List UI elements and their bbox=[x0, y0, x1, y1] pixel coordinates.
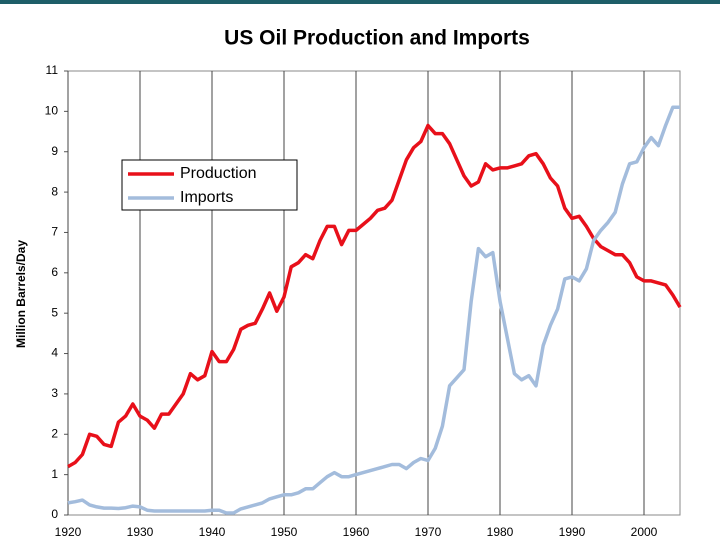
x-tick-label: 1940 bbox=[199, 525, 226, 539]
x-tick-label: 1990 bbox=[559, 525, 586, 539]
y-tick-label: 2 bbox=[51, 426, 58, 440]
series-line bbox=[67, 123, 682, 469]
top-bar bbox=[0, 0, 720, 4]
y-tick-label: 10 bbox=[45, 104, 59, 118]
y-tick-label: 8 bbox=[51, 184, 58, 198]
y-tick-label: 9 bbox=[51, 144, 58, 158]
series-line bbox=[67, 105, 680, 515]
y-tick-label: 11 bbox=[46, 63, 59, 77]
legend-label: Imports bbox=[180, 189, 233, 206]
x-tick-label: 1930 bbox=[127, 525, 154, 539]
y-tick-label: 7 bbox=[51, 225, 58, 239]
y-tick-label: 5 bbox=[51, 305, 58, 319]
x-tick-label: 1970 bbox=[415, 525, 442, 539]
y-tick-label: 0 bbox=[51, 507, 58, 521]
y-axis-label: Million Barrels/Day bbox=[14, 240, 28, 348]
legend-label: Production bbox=[180, 165, 257, 182]
x-tick-label: 1960 bbox=[343, 525, 370, 539]
chart-title: US Oil Production and Imports bbox=[224, 27, 530, 50]
plot-area bbox=[67, 70, 681, 516]
y-tick-label: 3 bbox=[51, 386, 58, 400]
y-tick-label: 4 bbox=[51, 346, 58, 360]
y-tick-label: 1 bbox=[51, 467, 58, 481]
x-tick-label: 1920 bbox=[55, 525, 82, 539]
x-tick-label: 1950 bbox=[271, 525, 298, 539]
x-tick-label: 2000 bbox=[631, 525, 658, 539]
x-tick-label: 1980 bbox=[487, 525, 514, 539]
y-tick-label: 6 bbox=[51, 265, 58, 279]
legend-box bbox=[121, 159, 298, 211]
